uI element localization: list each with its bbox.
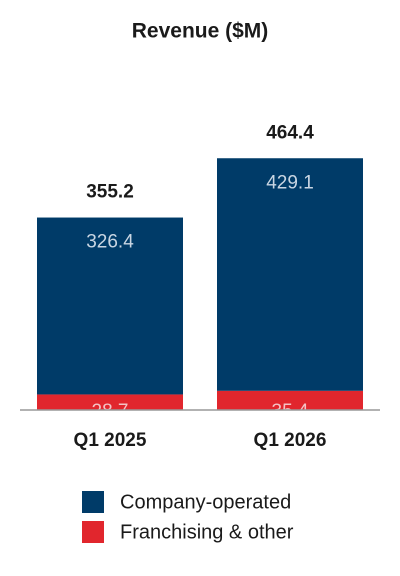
legend-label: Company-operated <box>120 491 291 513</box>
legend-label: Franchising & other <box>120 521 294 543</box>
x-tick-label: Q1 2026 <box>254 430 327 451</box>
segment-label: 429.1 <box>266 172 314 193</box>
bar-segment <box>217 158 363 391</box>
chart-title: Revenue ($M) <box>132 20 269 43</box>
bar-segment <box>37 394 183 410</box>
legend-swatch <box>82 521 104 543</box>
total-label: 355.2 <box>86 181 134 202</box>
total-label: 464.4 <box>266 122 314 143</box>
bar-segment <box>37 217 183 395</box>
bar-segment <box>217 390 363 410</box>
legend-swatch <box>82 491 104 513</box>
baseline-mask <box>0 410 400 422</box>
x-tick-label: Q1 2025 <box>74 430 147 451</box>
segment-label: 326.4 <box>86 232 134 253</box>
